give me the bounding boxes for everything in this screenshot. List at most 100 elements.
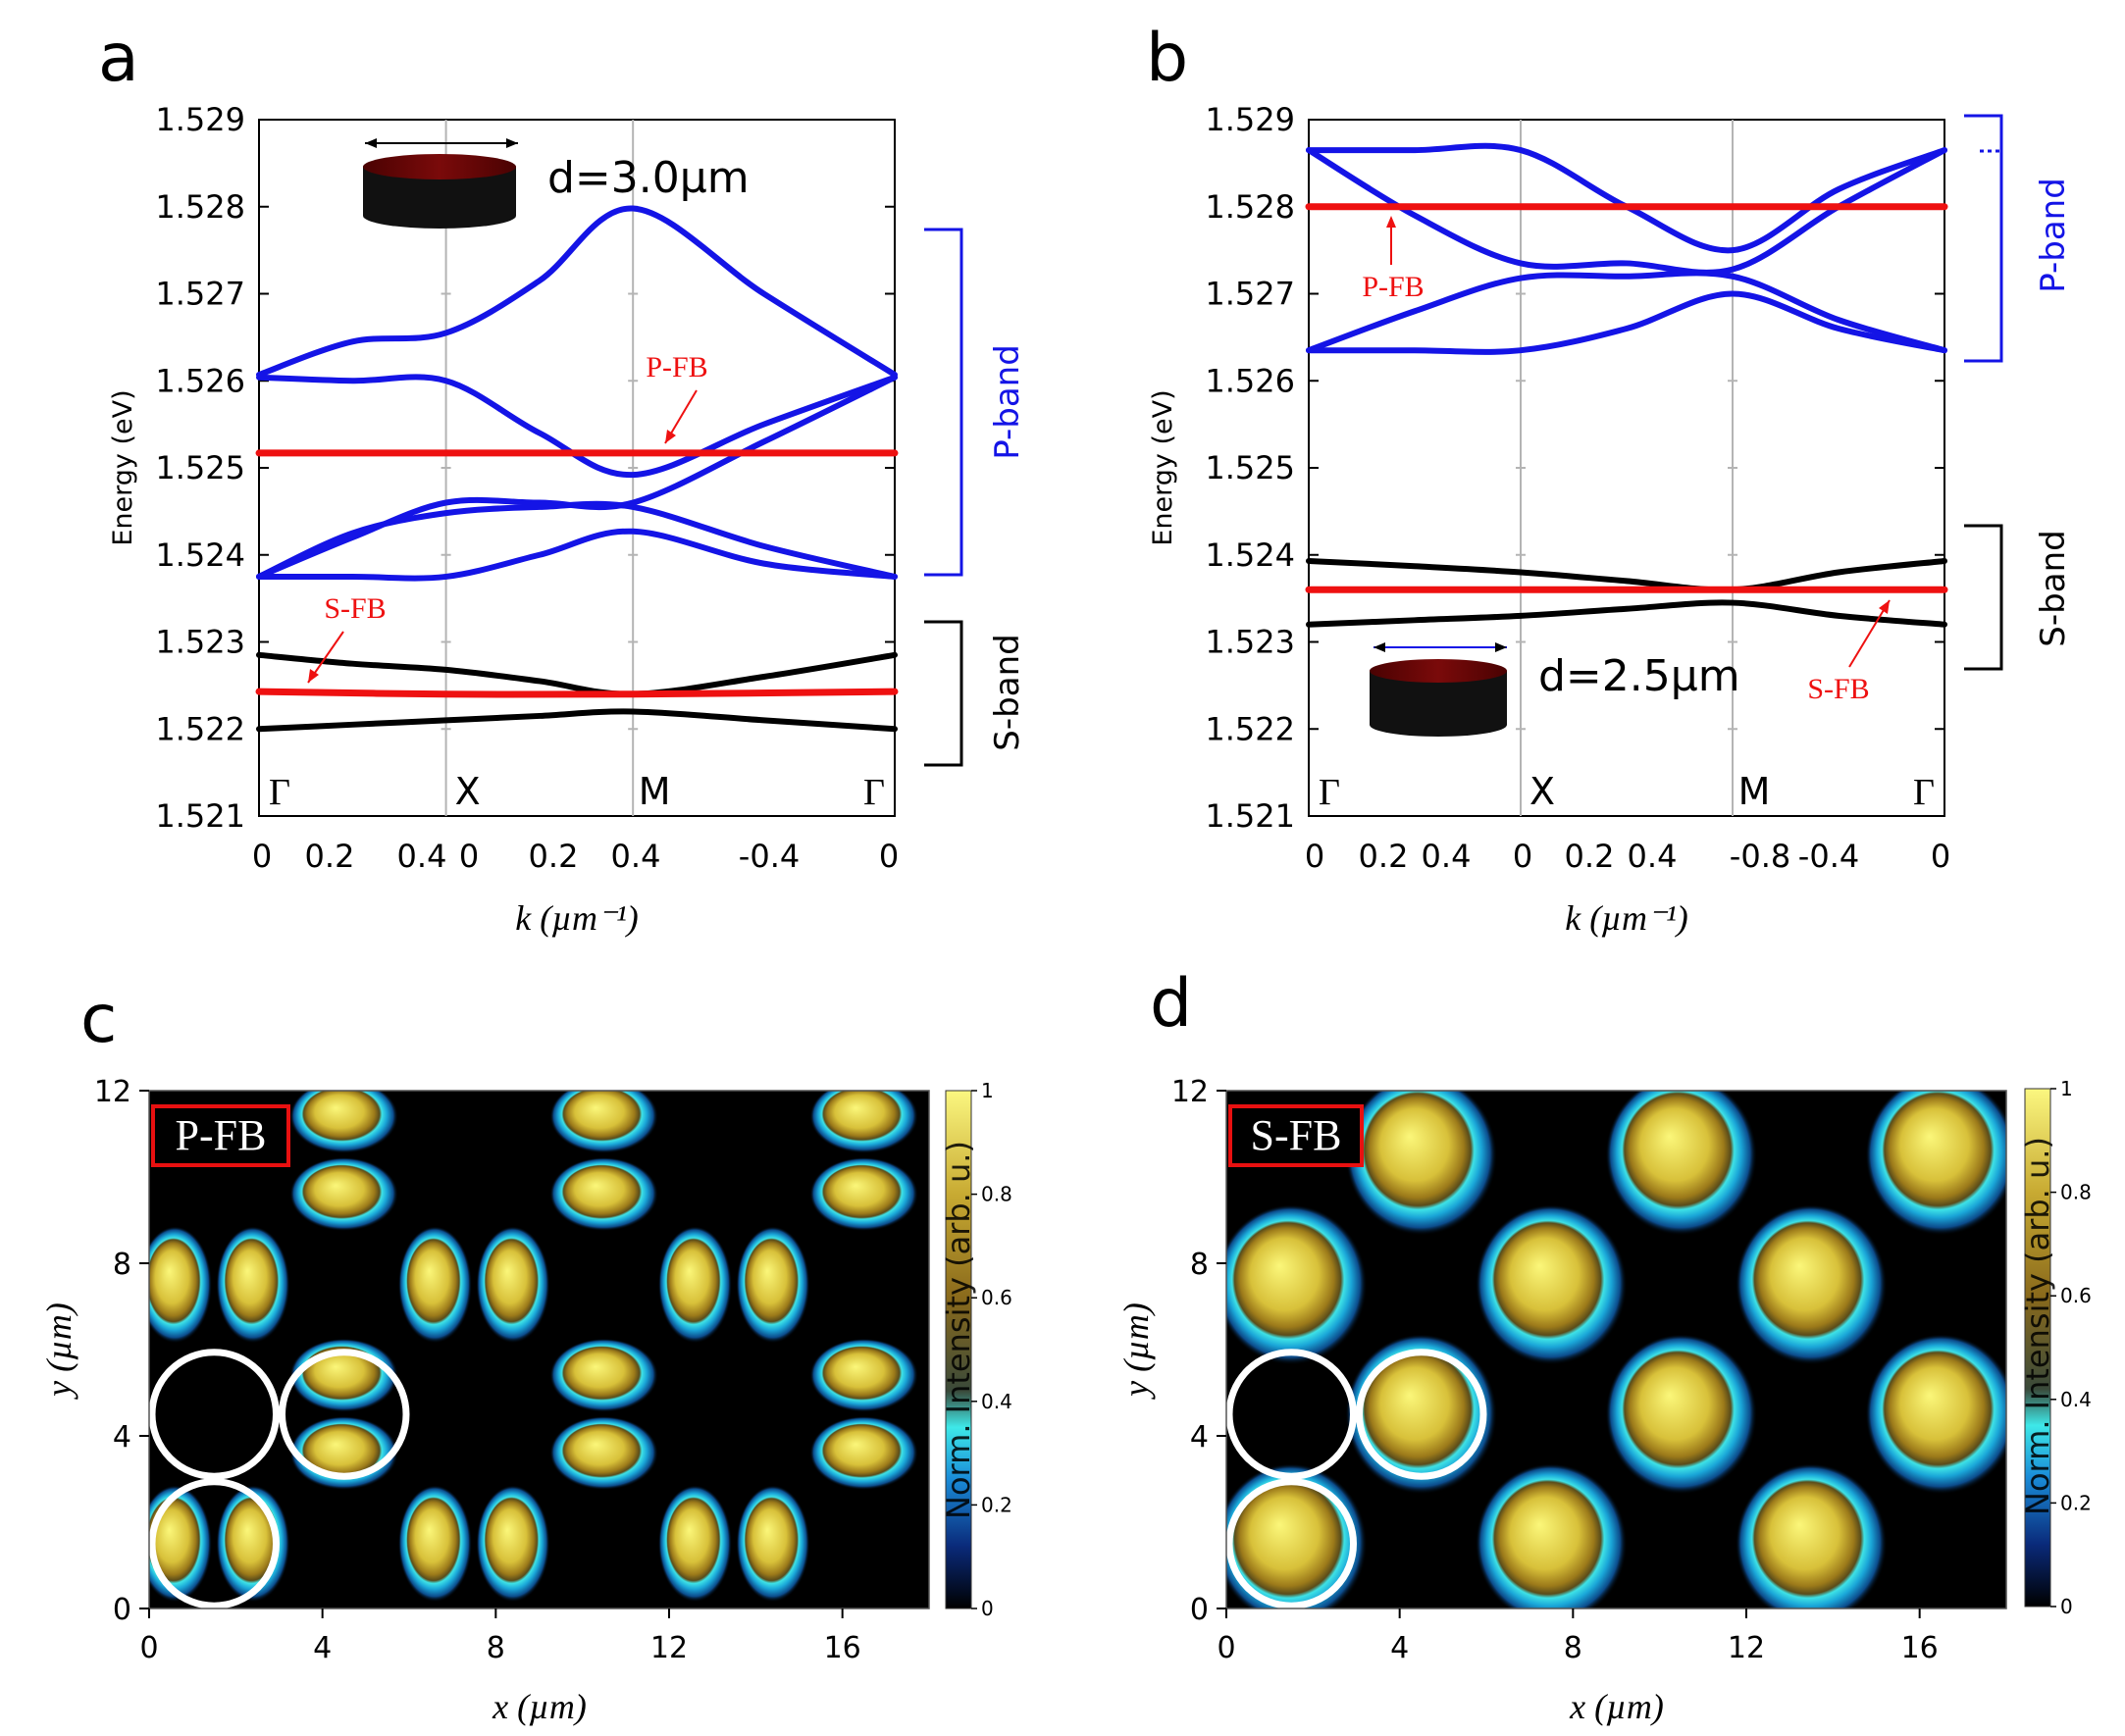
intensity-lobe (216, 1226, 290, 1344)
unit-cell-circles-c (148, 1349, 410, 1609)
x-tick-label: 8 (1564, 1631, 1582, 1665)
intensity-lobe (289, 1091, 398, 1153)
symmetry-point-label: Γ (1913, 772, 1935, 813)
panel-letter-c: c (80, 981, 117, 1058)
colorbar-ticks-d: 0 0.2 0.4 0.6 0.8 1 (2050, 1077, 2092, 1618)
colorbar-tick-label: 0.6 (981, 1286, 1012, 1309)
intensity-map-c: 0 4 8 12 16 0 4 8 12 P-FB 0 0.2 0.4 0.6 0.8 1 Norm. I… (39, 1075, 1012, 1726)
band-line-s-band-upper (256, 651, 898, 697)
intensity-lobe (549, 1416, 658, 1491)
intensity-spot (1865, 1091, 2006, 1236)
p-band-label-b: P-band (2034, 178, 2073, 293)
fb-label-box-d (1228, 1104, 1364, 1167)
colorbar-label-c: Norm. Intensity (arb. u.) (940, 1141, 977, 1519)
p-fb-label-a: P-FB (646, 351, 707, 383)
s-band-label-a: S-band (988, 634, 1027, 750)
symmetry-point-label: M (1738, 770, 1771, 813)
map-frame-c (148, 1090, 930, 1609)
y-tick-label: 1.524 (1205, 536, 1295, 574)
y-tick-label: 1.523 (1205, 624, 1295, 661)
x-tick-label: 0.4 (1628, 838, 1678, 875)
y-tick-label: 1.525 (1205, 449, 1295, 486)
x-tick-label: 12 (650, 1631, 688, 1665)
y-tick-label: 1.522 (155, 710, 245, 747)
colorbar-tick-label: 0.6 (2060, 1284, 2092, 1307)
intensity-lobe (736, 1485, 810, 1603)
symmetry-point-label: X (455, 770, 481, 813)
disk-diameter-label-a: d=3.0µm (547, 153, 750, 203)
x-ticks-a: 0 0.2 0.4 0 0.2 0.4 -0.4 0 (252, 838, 899, 875)
y-axis-label-a: Energy (eV) (108, 389, 138, 545)
x-tick-label: 0.2 (1565, 838, 1615, 875)
x-tick-label: 0 (139, 1631, 158, 1665)
intensity-lobe (289, 1157, 398, 1232)
band-line-p-band-3 (256, 374, 898, 580)
y-tick-label: 1.527 (1205, 276, 1295, 313)
symmetry-point-label: Γ (1319, 772, 1340, 813)
y-tick-label: 12 (1171, 1075, 1209, 1109)
x-ticks-b: 0 0.2 0.4 0 0.2 0.4 -0.8 -0.4 0 (1305, 838, 1950, 875)
y-axis-label-c: y (µm) (39, 1302, 78, 1400)
unit-cell-circles-d (1225, 1349, 1487, 1609)
intensity-map-d: 0 4 8 12 16 0 4 8 12 S-FB 0 0.2 0.4 0.6 0.8 1 Norm. I… (1116, 1075, 2092, 1726)
x-tick-label: 0.4 (611, 838, 661, 875)
unit-cell-circle (279, 1349, 410, 1480)
intensity-lobe (476, 1226, 550, 1344)
intensity-lobe (549, 1157, 658, 1232)
x-tick-label: -0.4 (739, 838, 800, 875)
x-axis-label-a: k (µm⁻¹) (515, 898, 639, 938)
colorbar-tick-label: 0.4 (981, 1390, 1012, 1413)
colorbar-tick-label: 0.8 (981, 1183, 1012, 1206)
band-line-p-band-5 (256, 528, 898, 582)
axes-c: 0 4 8 12 16 0 4 8 12 (94, 1075, 861, 1665)
symmetry-point-label: M (639, 770, 671, 813)
x-tick-label: 16 (1901, 1631, 1939, 1665)
x-tick-label: 8 (487, 1631, 505, 1665)
intensity-spot (1735, 1463, 1888, 1608)
p-band-label-a: P-band (988, 344, 1027, 460)
intensity-spot (1475, 1463, 1628, 1608)
symmetry-point-label: X (1529, 770, 1555, 813)
x-tick-label: 4 (313, 1631, 332, 1665)
symmetry-point-label: Γ (269, 772, 290, 813)
s-band-bracket-b (1964, 524, 2003, 671)
band-structure-chart-a: 1.521 1.522 1.523 1.524 1.525 1.526 1.527 1.528… (108, 101, 1027, 938)
band-line-p-band-4 (1306, 290, 1947, 355)
x-tick-label: 0 (1305, 838, 1324, 875)
unit-cell-circle (1356, 1349, 1487, 1480)
band-line-p-band-1 (256, 205, 898, 379)
map-frame-d (1225, 1090, 2007, 1609)
intensity-spot (1735, 1204, 1888, 1365)
intensity-spots-d (1226, 1091, 2006, 1608)
y-tick-label: 0 (113, 1593, 131, 1627)
intensity-spot (1345, 1091, 1498, 1236)
x-axis-label-c: x (µm) (492, 1687, 587, 1726)
colorbar-tick-label: 1 (981, 1079, 994, 1102)
y-tick-label: 1.527 (155, 276, 245, 313)
x-tick-label: 0 (1217, 1631, 1235, 1665)
colorbar-c (945, 1090, 972, 1609)
band-line-p-band-4 (256, 500, 898, 580)
colorbar-tick-label: 1 (2060, 1077, 2073, 1100)
intensity-lobe (549, 1091, 658, 1153)
x-tick-label: 0 (252, 838, 272, 875)
band-line-p-band-2 (256, 374, 898, 479)
x-axis-label-d: x (µm) (1569, 1687, 1664, 1726)
intensity-lobe (476, 1485, 550, 1603)
band-line-p-band-2 (1306, 147, 1947, 276)
symmetry-point-label: Γ (863, 772, 885, 813)
x-tick-label: 4 (1390, 1631, 1409, 1665)
panel-letter-a: a (98, 20, 139, 97)
intensity-lobe (657, 1485, 733, 1603)
x-tick-label: 0 (1513, 838, 1532, 875)
axes-d: 0 4 8 12 16 0 4 8 12 (1171, 1075, 1939, 1665)
fb-label-d: S-FB (1251, 1111, 1342, 1159)
intensity-lobes-c (149, 1091, 918, 1603)
intensity-spot (1605, 1334, 1758, 1495)
band-structure-chart-b: 1.521 1.522 1.523 1.524 1.525 1.526 1.527 1.528… (1148, 101, 2073, 938)
s-band-label-b: S-band (2034, 530, 2073, 646)
series-b (1305, 142, 1948, 628)
panel-letter-b: b (1146, 20, 1188, 97)
